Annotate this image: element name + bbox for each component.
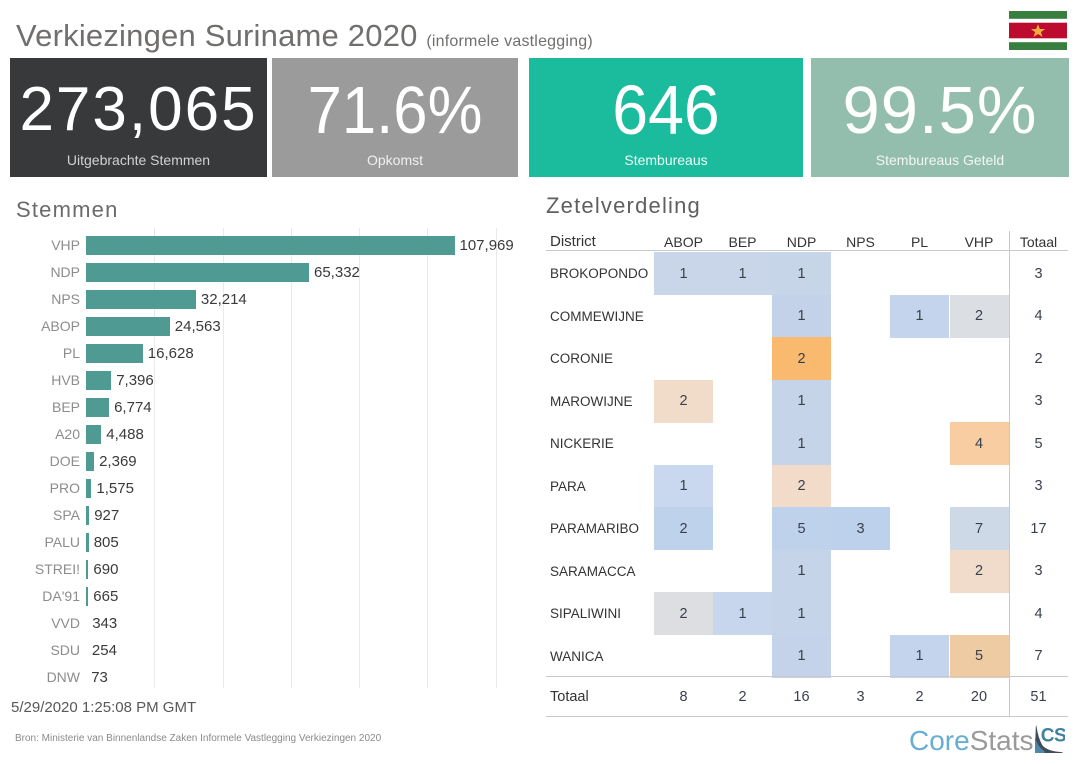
svg-text:CS: CS [1041, 726, 1065, 747]
